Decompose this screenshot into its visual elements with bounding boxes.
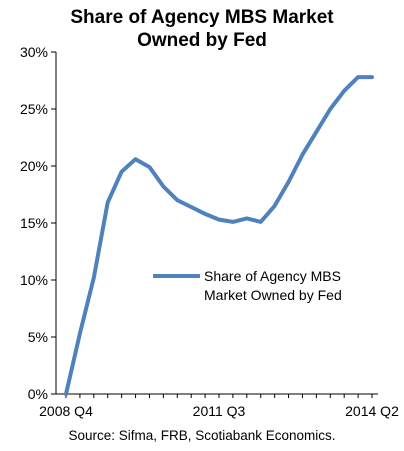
x-tick-label: 2011 Q3	[193, 403, 246, 419]
chart-title: Share of Agency MBS Market Owned by Fed	[0, 6, 404, 52]
series-group	[64, 75, 374, 396]
chart-title-line-1: Share of Agency MBS Market	[70, 7, 334, 28]
legend-label: Share of Agency MBS	[204, 268, 341, 284]
x-axis-ticks: 2008 Q4 2011 Q3 2014 Q2	[39, 394, 399, 419]
y-tick-label: 20%	[20, 158, 48, 174]
y-axis-ticks: 0% 5% 10% 15% 20% 25% 30%	[20, 44, 56, 402]
source-note: Source: Sifma, FRB, Scotiabank Economics…	[68, 428, 336, 443]
y-tick-label: 5%	[28, 329, 48, 345]
x-tick-label: 2008 Q4	[39, 403, 93, 419]
y-tick-label: 30%	[20, 44, 48, 60]
x-tick-label: 2014 Q2	[345, 403, 399, 419]
y-tick-label: 15%	[20, 215, 48, 231]
y-tick-label: 10%	[20, 272, 48, 288]
y-tick-label: 25%	[20, 101, 48, 117]
legend: Share of Agency MBS Market Owned by Fed	[153, 268, 342, 303]
y-tick-label: 0%	[28, 386, 48, 402]
legend-label: Market Owned by Fed	[204, 287, 342, 303]
series-line	[64, 75, 374, 396]
chart-title-line-2: Owned by Fed	[137, 30, 267, 51]
